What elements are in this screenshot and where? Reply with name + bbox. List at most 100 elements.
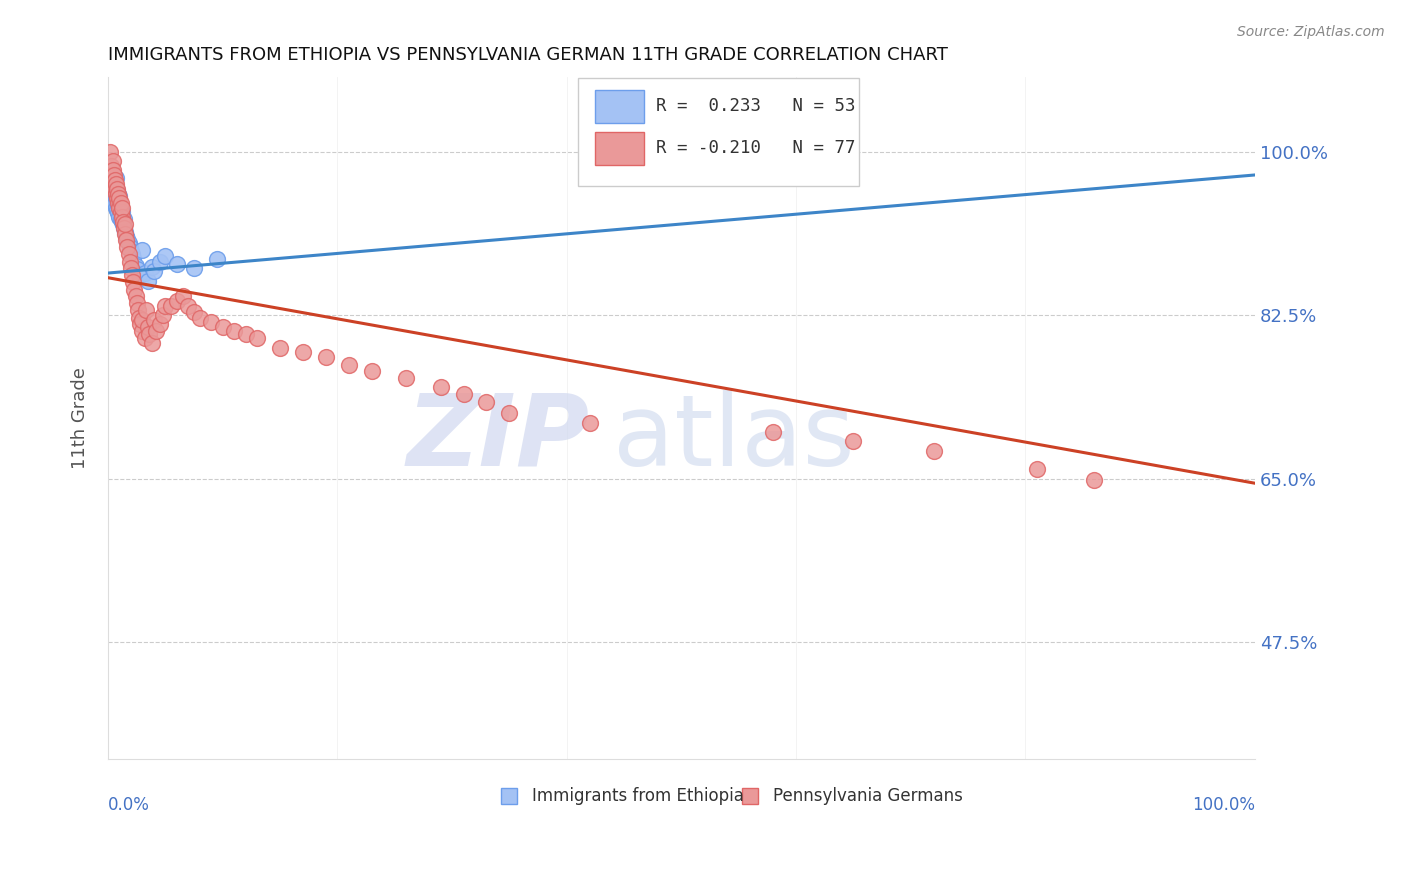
Point: [125, 262, 148, 277]
Point: [114, 227, 136, 241]
Point: [120, 261, 142, 276]
Point: [149, 255, 172, 269]
Point: [149, 318, 172, 332]
Point: [188, 310, 211, 325]
Point: [395, 370, 418, 384]
Point: [111, 215, 134, 229]
Point: [100, 182, 122, 196]
Point: [136, 273, 159, 287]
Point: [110, 196, 132, 211]
Point: [131, 312, 153, 326]
Text: atlas: atlas: [613, 390, 855, 487]
Point: [475, 395, 498, 409]
Point: [118, 255, 141, 269]
Point: [128, 310, 150, 325]
Point: [842, 434, 865, 449]
Point: [111, 215, 134, 229]
FancyBboxPatch shape: [595, 132, 644, 165]
Point: [429, 380, 451, 394]
Point: [129, 318, 152, 332]
Point: [101, 153, 124, 168]
Point: [124, 283, 146, 297]
Point: [105, 170, 128, 185]
Point: [121, 247, 143, 261]
Point: [104, 184, 127, 198]
Point: [108, 191, 131, 205]
Point: [110, 211, 132, 226]
Point: [155, 249, 177, 263]
Point: [101, 186, 124, 201]
Point: [142, 264, 165, 278]
Point: [762, 425, 785, 439]
Point: [112, 211, 135, 226]
Point: [107, 196, 129, 211]
Point: [105, 178, 128, 192]
Point: [104, 174, 127, 188]
Point: [121, 268, 143, 282]
Point: [172, 289, 194, 303]
Point: [246, 331, 269, 345]
Point: [118, 240, 141, 254]
Point: [269, 341, 291, 355]
Point: [125, 296, 148, 310]
Text: R = -0.210   N = 77: R = -0.210 N = 77: [657, 139, 856, 158]
Point: [108, 210, 131, 224]
Point: [115, 228, 138, 243]
Point: [103, 182, 125, 196]
Point: [111, 201, 134, 215]
Point: [166, 257, 188, 271]
Point: [101, 178, 124, 192]
Point: [142, 312, 165, 326]
Point: [117, 232, 139, 246]
Text: IMMIGRANTS FROM ETHIOPIA VS PENNSYLVANIA GERMAN 11TH GRADE CORRELATION CHART: IMMIGRANTS FROM ETHIOPIA VS PENNSYLVANIA…: [108, 46, 948, 64]
Point: [112, 221, 135, 235]
Point: [134, 266, 156, 280]
Point: [103, 168, 125, 182]
Point: [98, 172, 121, 186]
Point: [578, 416, 600, 430]
Point: [122, 276, 145, 290]
Point: [145, 324, 167, 338]
Point: [112, 221, 135, 235]
Point: [160, 299, 183, 313]
Point: [122, 251, 145, 265]
Point: [104, 182, 127, 196]
Point: [291, 345, 314, 359]
Point: [107, 206, 129, 220]
Point: [124, 289, 146, 303]
Text: Source: ZipAtlas.com: Source: ZipAtlas.com: [1237, 25, 1385, 39]
Y-axis label: 11th Grade: 11th Grade: [72, 367, 89, 469]
Point: [141, 336, 163, 351]
Point: [136, 320, 159, 334]
Text: Immigrants from Ethiopia: Immigrants from Ethiopia: [533, 788, 744, 805]
Point: [224, 324, 246, 338]
Point: [183, 305, 205, 319]
Point: [128, 268, 150, 282]
Point: [100, 159, 122, 173]
Point: [105, 182, 128, 196]
Point: [117, 236, 139, 251]
Point: [100, 163, 122, 178]
Point: [360, 364, 382, 378]
FancyBboxPatch shape: [578, 78, 859, 186]
Point: [200, 315, 222, 329]
Point: [138, 326, 160, 341]
Point: [107, 186, 129, 201]
Point: [104, 172, 127, 186]
Point: [103, 178, 125, 192]
Point: [101, 168, 124, 182]
Point: [105, 191, 128, 205]
Text: 0.0%: 0.0%: [108, 797, 150, 814]
Point: [120, 244, 142, 258]
Point: [453, 387, 475, 401]
Point: [498, 406, 520, 420]
Point: [205, 252, 228, 266]
Point: [111, 210, 134, 224]
Point: [108, 189, 131, 203]
Text: Pennsylvania Germans: Pennsylvania Germans: [773, 788, 963, 805]
Point: [105, 186, 128, 201]
Point: [1026, 462, 1049, 476]
Point: [105, 189, 128, 203]
Point: [177, 299, 200, 313]
Point: [134, 331, 156, 345]
